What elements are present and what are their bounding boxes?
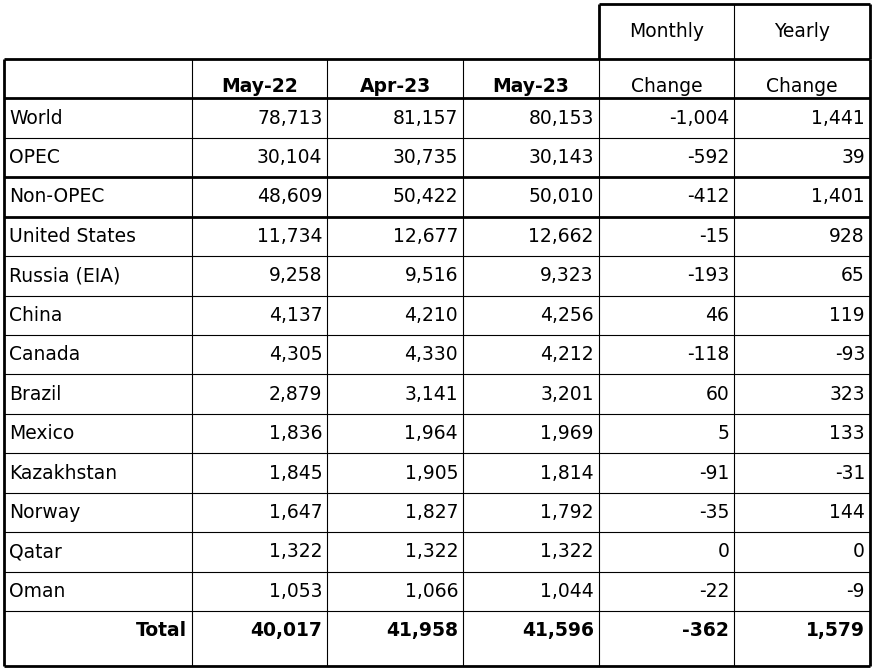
Text: May-22: May-22	[221, 77, 298, 96]
Text: -31: -31	[835, 464, 865, 482]
Text: -592: -592	[687, 148, 730, 167]
Text: 1,066: 1,066	[405, 582, 458, 601]
Text: 12,677: 12,677	[392, 227, 458, 246]
Text: Change: Change	[766, 77, 838, 96]
Text: 50,010: 50,010	[529, 188, 593, 206]
Text: OPEC: OPEC	[9, 148, 60, 167]
Text: 30,143: 30,143	[528, 148, 593, 167]
Text: 40,017: 40,017	[251, 621, 323, 641]
Text: 1,441: 1,441	[811, 109, 865, 128]
Text: Apr-23: Apr-23	[360, 77, 431, 96]
Text: -93: -93	[835, 345, 865, 364]
Text: 39: 39	[842, 148, 865, 167]
Text: 928: 928	[829, 227, 865, 246]
Text: 0: 0	[853, 542, 865, 561]
Text: -15: -15	[699, 227, 730, 246]
Text: 4,256: 4,256	[540, 306, 593, 325]
Text: Oman: Oman	[9, 582, 66, 601]
Text: -362: -362	[683, 621, 730, 641]
Text: 9,516: 9,516	[405, 267, 458, 285]
Text: 80,153: 80,153	[529, 109, 593, 128]
Text: Monthly: Monthly	[629, 22, 704, 41]
Text: Canada: Canada	[9, 345, 80, 364]
Text: 1,969: 1,969	[540, 424, 593, 443]
Text: 1,814: 1,814	[540, 464, 593, 482]
Text: Change: Change	[631, 77, 703, 96]
Text: 1,322: 1,322	[269, 542, 323, 561]
Text: Kazakhstan: Kazakhstan	[9, 464, 117, 482]
Text: 3,201: 3,201	[540, 385, 593, 403]
Text: 1,044: 1,044	[540, 582, 593, 601]
Text: 1,579: 1,579	[806, 621, 865, 641]
Text: -1,004: -1,004	[669, 109, 730, 128]
Text: -22: -22	[699, 582, 730, 601]
Text: China: China	[9, 306, 62, 325]
Text: 133: 133	[829, 424, 865, 443]
Text: World: World	[9, 109, 63, 128]
Text: 1,053: 1,053	[269, 582, 323, 601]
Text: -412: -412	[687, 188, 730, 206]
Text: 12,662: 12,662	[529, 227, 593, 246]
Text: 144: 144	[829, 503, 865, 522]
Text: 4,212: 4,212	[540, 345, 593, 364]
Text: 1,322: 1,322	[540, 542, 593, 561]
Text: 9,323: 9,323	[540, 267, 593, 285]
Text: Yearly: Yearly	[774, 22, 830, 41]
Text: 2,879: 2,879	[269, 385, 323, 403]
Text: 323: 323	[829, 385, 865, 403]
Text: 81,157: 81,157	[392, 109, 458, 128]
Text: 60: 60	[705, 385, 730, 403]
Text: Norway: Norway	[9, 503, 80, 522]
Text: -193: -193	[687, 267, 730, 285]
Text: -9: -9	[847, 582, 865, 601]
Text: May-23: May-23	[492, 77, 569, 96]
Text: -35: -35	[699, 503, 730, 522]
Text: -91: -91	[699, 464, 730, 482]
Text: 4,305: 4,305	[269, 345, 323, 364]
Text: 46: 46	[705, 306, 730, 325]
Text: 11,734: 11,734	[257, 227, 323, 246]
Text: 1,322: 1,322	[405, 542, 458, 561]
Text: 0: 0	[718, 542, 730, 561]
Text: 48,609: 48,609	[257, 188, 323, 206]
Text: Brazil: Brazil	[9, 385, 61, 403]
Text: 41,596: 41,596	[522, 621, 593, 641]
Text: 50,422: 50,422	[392, 188, 458, 206]
Text: 78,713: 78,713	[257, 109, 323, 128]
Text: Non-OPEC: Non-OPEC	[9, 188, 104, 206]
Text: 1,647: 1,647	[269, 503, 323, 522]
Text: 119: 119	[829, 306, 865, 325]
Text: 41,958: 41,958	[386, 621, 458, 641]
Text: 65: 65	[842, 267, 865, 285]
Text: 3,141: 3,141	[405, 385, 458, 403]
Text: 9,258: 9,258	[269, 267, 323, 285]
Text: 5: 5	[718, 424, 730, 443]
Text: 4,330: 4,330	[405, 345, 458, 364]
Text: 1,836: 1,836	[269, 424, 323, 443]
Text: Russia (EIA): Russia (EIA)	[9, 267, 121, 285]
Text: 30,104: 30,104	[257, 148, 323, 167]
Text: 30,735: 30,735	[392, 148, 458, 167]
Text: 1,845: 1,845	[269, 464, 323, 482]
Text: 4,137: 4,137	[269, 306, 323, 325]
Text: 1,964: 1,964	[405, 424, 458, 443]
Text: 1,401: 1,401	[811, 188, 865, 206]
Text: 1,905: 1,905	[405, 464, 458, 482]
Text: Mexico: Mexico	[9, 424, 74, 443]
Text: United States: United States	[9, 227, 136, 246]
Text: Total: Total	[135, 621, 187, 641]
Text: 1,827: 1,827	[405, 503, 458, 522]
Text: 4,210: 4,210	[405, 306, 458, 325]
Text: Qatar: Qatar	[9, 542, 62, 561]
Text: 1,792: 1,792	[540, 503, 593, 522]
Text: -118: -118	[687, 345, 730, 364]
